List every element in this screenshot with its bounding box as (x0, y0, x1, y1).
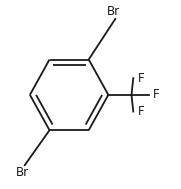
Text: F: F (153, 88, 159, 101)
Text: F: F (138, 105, 144, 118)
Text: F: F (138, 72, 144, 85)
Text: Br: Br (107, 5, 120, 18)
Text: Br: Br (16, 166, 29, 179)
